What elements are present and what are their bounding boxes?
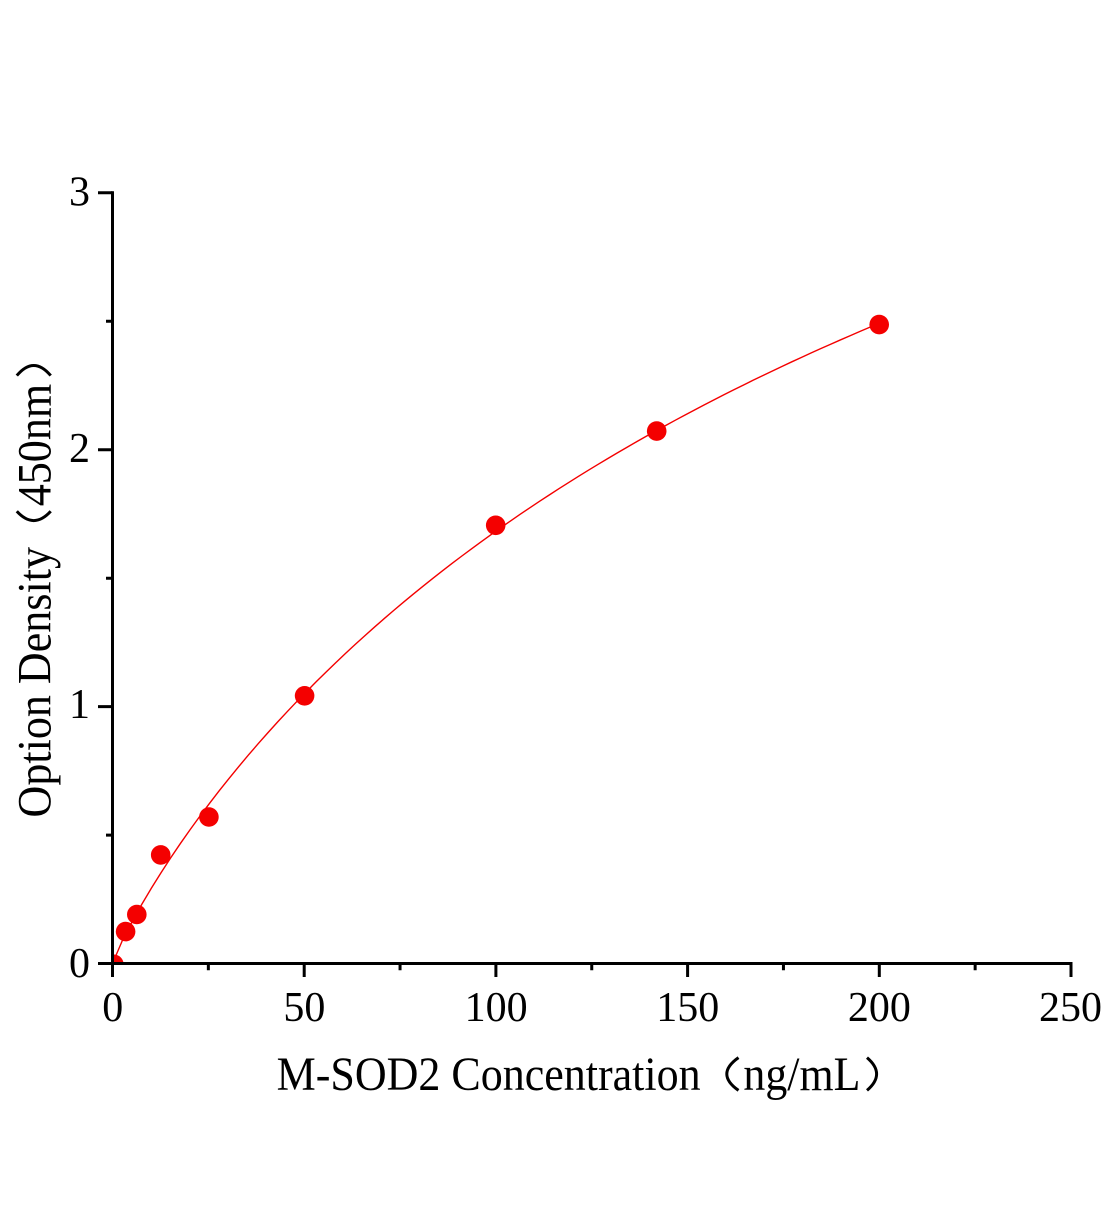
- svg-text:250: 250: [1039, 985, 1102, 1031]
- svg-text:50: 50: [283, 985, 325, 1031]
- svg-text:Option Density: Option Density: [9, 547, 62, 818]
- svg-text:3: 3: [69, 170, 90, 216]
- svg-text:M-SOD2 Concentration: M-SOD2 Concentration: [277, 1048, 701, 1101]
- svg-text:ng/mL: ng/mL: [743, 1048, 860, 1101]
- svg-text:0: 0: [102, 985, 123, 1031]
- svg-text:1: 1: [69, 682, 90, 728]
- svg-text:2: 2: [69, 426, 90, 472]
- svg-text:200: 200: [848, 985, 911, 1031]
- svg-text:0: 0: [69, 941, 90, 987]
- svg-text:100: 100: [465, 985, 528, 1031]
- svg-text:450nm: 450nm: [9, 384, 62, 507]
- svg-text:150: 150: [656, 985, 719, 1031]
